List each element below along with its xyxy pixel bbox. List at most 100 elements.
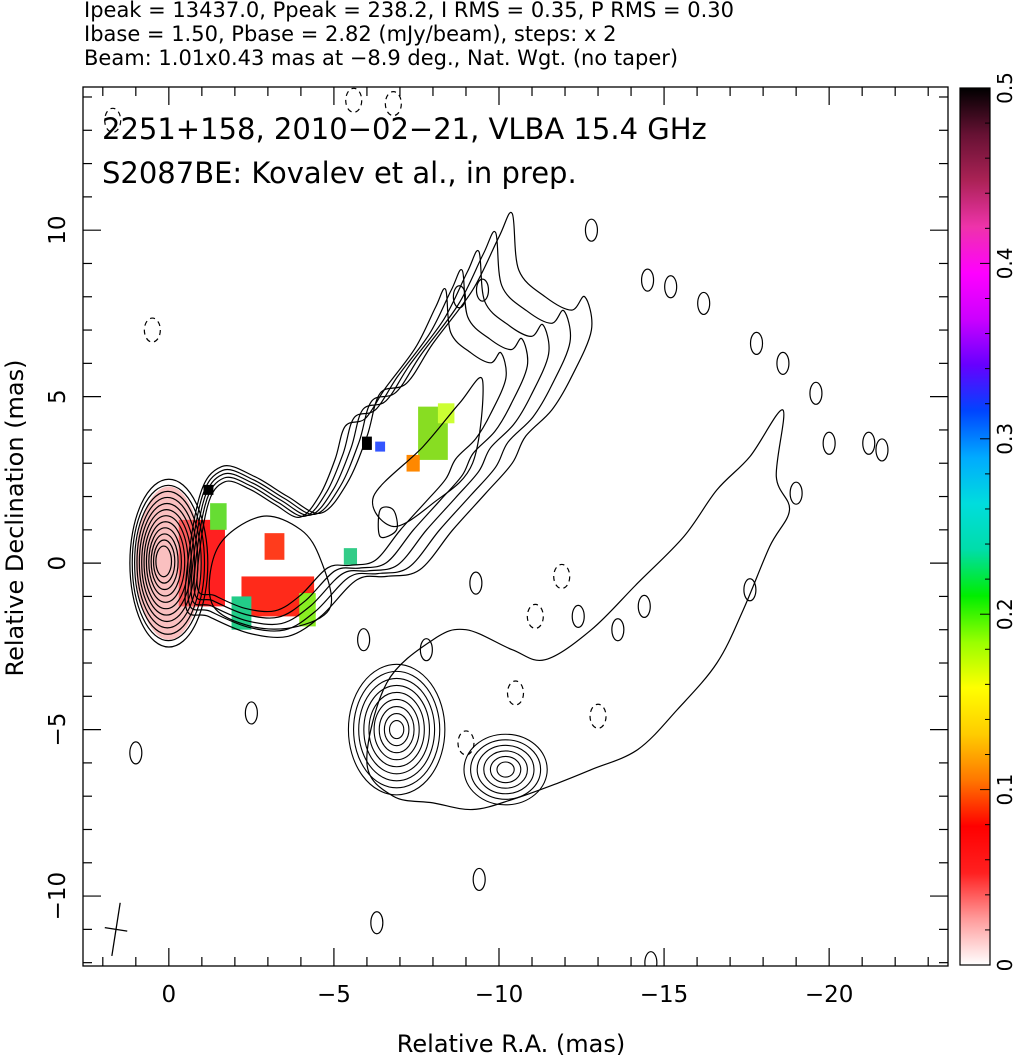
source-annotation: 2251+158, 2010−02−21, VLBA 15.4 GHz bbox=[102, 112, 707, 146]
colorbar-tick-label: 0.4 bbox=[993, 247, 1017, 279]
core-contour bbox=[131, 484, 206, 642]
isolated-contour bbox=[452, 285, 466, 309]
south-knot-contour bbox=[347, 663, 446, 796]
polarization-patch bbox=[375, 441, 386, 452]
isolated-contour bbox=[357, 628, 371, 652]
south-knot-contour bbox=[489, 755, 522, 784]
south-knot-contour bbox=[353, 670, 441, 789]
isolated-contour bbox=[370, 911, 384, 935]
south-component-contour bbox=[366, 409, 791, 811]
colorbar-frame bbox=[959, 87, 991, 966]
isolated-contour bbox=[637, 594, 651, 619]
y-tick-label: 5 bbox=[45, 389, 71, 404]
colorbar-tick-label: 0.2 bbox=[993, 598, 1017, 630]
jet-contour bbox=[184, 211, 593, 639]
core-contour bbox=[155, 545, 173, 578]
x-tick-label: 0 bbox=[162, 982, 177, 1008]
x-tick-label: −10 bbox=[475, 982, 524, 1008]
polarization-patch bbox=[264, 533, 285, 560]
core-contour bbox=[138, 502, 196, 623]
y-tick-label: 10 bbox=[45, 216, 71, 245]
jet-inner-contour bbox=[208, 515, 333, 630]
colorbar-tick-label: 0 bbox=[993, 959, 1017, 972]
x-tick-label: −20 bbox=[805, 982, 854, 1008]
polarization-patch bbox=[361, 436, 372, 450]
south-knot-contour bbox=[383, 712, 410, 747]
core-contour bbox=[150, 533, 179, 591]
y-tick-label: −10 bbox=[45, 872, 71, 921]
core-contour bbox=[129, 478, 209, 648]
polarization-patch bbox=[406, 454, 420, 472]
jet-contour bbox=[196, 287, 507, 613]
colorbar-tick-label: 0.1 bbox=[993, 774, 1017, 806]
jet-contour bbox=[187, 230, 572, 632]
isolated-contour bbox=[862, 431, 876, 455]
isolated-contour bbox=[571, 604, 585, 628]
core-contour bbox=[148, 527, 182, 597]
isolated-contour bbox=[776, 351, 790, 375]
project-annotation: S2087BE: Kovalev et al., in prep. bbox=[102, 156, 577, 190]
isolated-contour bbox=[611, 618, 625, 642]
negative-contour bbox=[384, 91, 402, 117]
polarization-patch bbox=[343, 548, 358, 565]
y-tick-label: −5 bbox=[45, 713, 71, 747]
header-line-1: Ipeak = 13437.0, Ppeak = 238.2, I RMS = … bbox=[84, 0, 735, 22]
plot-area bbox=[104, 87, 889, 966]
polarization-patch bbox=[203, 484, 214, 495]
jet-contour bbox=[190, 249, 550, 626]
south-knot-contour bbox=[388, 720, 405, 740]
isolated-contour bbox=[822, 431, 836, 455]
isolated-contour bbox=[472, 867, 486, 892]
plot-frame bbox=[82, 86, 949, 967]
isolated-contour bbox=[129, 741, 143, 765]
x-axis-label: Relative R.A. (mas) bbox=[396, 1030, 626, 1058]
isolated-contour bbox=[749, 331, 764, 355]
colorbar-tick-label: 0.3 bbox=[993, 423, 1017, 455]
isolated-contour bbox=[469, 571, 483, 595]
polarization-patch bbox=[299, 593, 316, 627]
colorbar-tick-label: 0.5 bbox=[993, 72, 1017, 104]
core-contour bbox=[141, 509, 192, 616]
isolated-contour bbox=[475, 278, 490, 302]
core-contour bbox=[145, 521, 186, 603]
negative-contour bbox=[457, 730, 475, 756]
south-knot-contour bbox=[373, 698, 420, 761]
header-line-3: Beam: 1.01x0.43 mas at −8.9 deg., Nat. W… bbox=[84, 46, 679, 70]
y-tick-label: 0 bbox=[45, 556, 71, 571]
jet-inner-contour bbox=[377, 506, 399, 539]
core-contour bbox=[152, 539, 176, 584]
header-line-2: Ibase = 1.50, Pbase = 2.82 (mJy/beam), s… bbox=[84, 22, 617, 46]
y-axis-label: Relative Declination (mas) bbox=[1, 359, 29, 677]
core-contour bbox=[134, 490, 202, 635]
beam-minor-axis bbox=[104, 926, 128, 932]
south-knot-contour bbox=[470, 739, 542, 800]
south-knot-contour bbox=[363, 684, 431, 775]
isolated-contour bbox=[789, 481, 803, 505]
south-knot-contour bbox=[368, 691, 425, 768]
south-knot-contour bbox=[483, 750, 528, 789]
x-tick-label: −5 bbox=[317, 982, 351, 1008]
isolated-contour bbox=[640, 268, 655, 292]
isolated-contour bbox=[697, 291, 711, 316]
polarization-patch bbox=[437, 403, 455, 424]
south-knot-contour bbox=[463, 733, 548, 806]
south-knot-contour bbox=[476, 744, 535, 795]
negative-contour bbox=[526, 603, 544, 629]
negative-contour bbox=[143, 317, 161, 343]
isolated-contour bbox=[584, 218, 599, 242]
negative-contour bbox=[345, 87, 363, 113]
negative-contour bbox=[553, 563, 571, 590]
negative-contour bbox=[589, 703, 607, 729]
jet-inner-contour bbox=[371, 377, 484, 528]
isolated-contour bbox=[743, 578, 757, 602]
colorbar-gradient bbox=[960, 88, 990, 965]
isolated-contour bbox=[875, 438, 889, 462]
negative-contour bbox=[104, 107, 122, 133]
isolated-contour bbox=[419, 638, 433, 662]
south-knot-contour bbox=[496, 761, 515, 778]
negative-contour bbox=[506, 680, 525, 706]
polarization-patch bbox=[210, 503, 227, 530]
isolated-contour bbox=[644, 951, 658, 966]
jet-contour bbox=[193, 268, 529, 619]
